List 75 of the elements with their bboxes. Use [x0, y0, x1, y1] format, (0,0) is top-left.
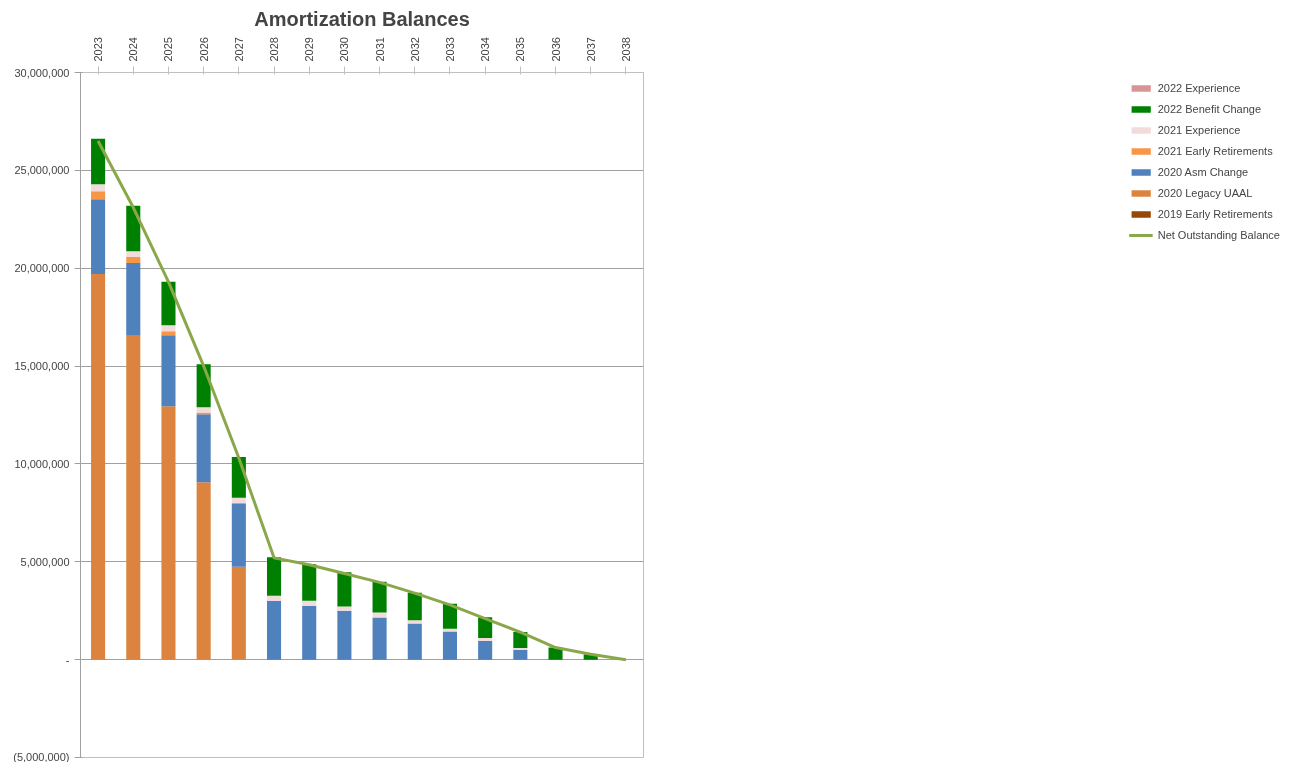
bar [196, 407, 211, 413]
bar [478, 638, 493, 642]
legend-label: 2022 Benefit Change [1157, 103, 1262, 115]
bar [302, 600, 317, 606]
bar [302, 605, 317, 660]
bar [126, 257, 141, 263]
x-tick-label: 2038 [619, 37, 632, 62]
bar [126, 205, 141, 252]
x-tick-label: 2029 [303, 37, 316, 62]
y-tick-label: 5,000,000 [20, 555, 70, 568]
bar [91, 138, 106, 185]
bar [407, 623, 422, 660]
bar [126, 251, 141, 258]
chart-title: Amortization Balances [254, 7, 470, 30]
bar [91, 184, 106, 192]
x-tick-label: 2023 [92, 37, 105, 62]
legend-label: 2021 Experience [1157, 124, 1241, 136]
y-tick-label: (5,000,000) [13, 750, 70, 763]
bar [302, 564, 317, 601]
x-tick-label: 2026 [197, 37, 210, 62]
legend-label: 2021 Early Retirements [1157, 145, 1273, 157]
bar [337, 606, 352, 611]
y-tick-label: 15,000,000 [14, 360, 70, 373]
legend-label: 2020 Asm Change [1157, 166, 1249, 178]
x-tick-label: 2035 [514, 37, 527, 62]
bar [337, 610, 352, 660]
x-tick-label: 2033 [443, 37, 456, 62]
bar [266, 595, 282, 601]
y-tick-label: - [65, 653, 70, 666]
bar [372, 612, 387, 618]
bar [126, 335, 141, 660]
line-series [96, 139, 628, 662]
x-tick-label: 2028 [268, 37, 281, 62]
x-tick-label: 2034 [479, 37, 492, 62]
bar [513, 649, 528, 660]
bar [407, 592, 422, 621]
bar [266, 600, 282, 660]
legend-label: Net Outstanding Balance [1157, 229, 1280, 241]
bar [161, 335, 176, 407]
bar [407, 620, 422, 624]
bar [161, 281, 176, 326]
x-tick-label: 2031 [373, 37, 386, 62]
x-tick-label: 2025 [162, 37, 175, 62]
bar [266, 557, 282, 596]
legend-label: 2022 Experience [1157, 82, 1241, 94]
bar [442, 603, 458, 629]
bar [196, 414, 211, 483]
bar [91, 273, 106, 660]
y-tick-label: 10,000,000 [14, 457, 70, 470]
bar [442, 631, 458, 660]
bar [231, 497, 246, 504]
y-tick-label: 25,000,000 [14, 164, 70, 177]
x-tick-label: 2037 [584, 37, 597, 62]
bar [91, 191, 106, 200]
y-tick-label: 30,000,000 [14, 66, 70, 79]
bar [478, 641, 493, 660]
bar [161, 331, 176, 336]
bar [161, 325, 176, 332]
x-tick-label: 2027 [232, 37, 245, 62]
bar [91, 199, 106, 274]
y-tick-label: 20,000,000 [14, 262, 70, 275]
bar [337, 572, 352, 607]
bar [372, 617, 387, 660]
x-tick-label: 2036 [549, 37, 562, 62]
legend-label: 2019 Early Retirements [1157, 208, 1273, 220]
bar [231, 503, 246, 567]
bar [231, 566, 246, 660]
bar [372, 581, 387, 613]
bar [126, 262, 141, 336]
x-tick-label: 2030 [338, 37, 351, 62]
x-tick-label: 2032 [408, 37, 421, 62]
bar [161, 406, 176, 660]
bar [196, 482, 211, 660]
x-tick-label: 2024 [127, 37, 140, 62]
legend-label: 2020 Legacy UAAL [1157, 187, 1253, 199]
